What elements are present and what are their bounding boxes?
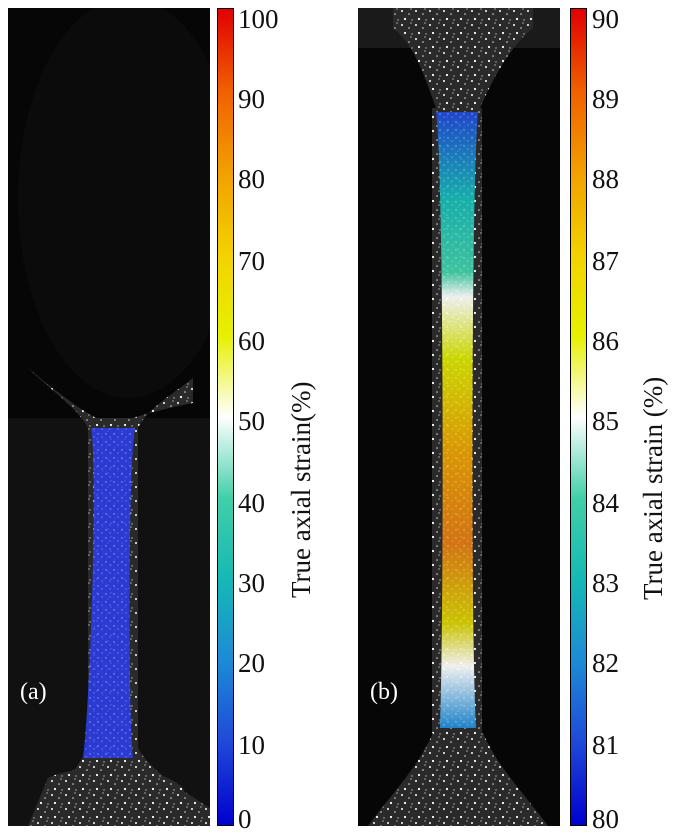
colorbar-b <box>570 8 587 826</box>
colorbar-a-tick-100: 100 <box>238 4 279 34</box>
colorbar-b-title: True axial strain (%) <box>638 376 668 600</box>
panel-label-a: (a) <box>20 679 47 705</box>
colorbar-a-tick-30: 30 <box>238 568 265 598</box>
colorbar-a-tick-0: 0 <box>238 804 252 834</box>
colorbar-a-tick-90: 90 <box>238 84 265 114</box>
colorbar-a <box>217 8 234 826</box>
colorbar-a-tick-20: 20 <box>238 648 265 678</box>
colorbar-a-tick-10: 10 <box>238 730 265 760</box>
colorbar-b-tick-84: 84 <box>592 488 619 518</box>
colorbar-a-tick-40: 40 <box>238 488 265 518</box>
specimen-photo-b: (b) <box>358 8 560 826</box>
colorbar-b-tick-89: 89 <box>592 84 619 114</box>
colorbar-b-tick-82: 82 <box>592 648 619 678</box>
panel-label-b: (b) <box>370 679 398 705</box>
colorbar-b-tick-81: 81 <box>592 730 619 760</box>
colorbar-a-title: True axial strain(%) <box>286 381 316 598</box>
specimen-photo-a: (a) <box>8 8 210 826</box>
colorbar-b-tick-86: 86 <box>592 326 619 356</box>
colorbar-a-tick-60: 60 <box>238 326 265 356</box>
colorbar-a-tick-80: 80 <box>238 164 265 194</box>
colorbar-b-tick-88: 88 <box>592 164 619 194</box>
colorbar-a-tick-50: 50 <box>238 406 265 436</box>
colorbar-b-tick-80: 80 <box>592 804 619 834</box>
colorbar-b-tick-83: 83 <box>592 568 619 598</box>
colorbar-a-tick-70: 70 <box>238 246 265 276</box>
colorbar-b-tick-87: 87 <box>592 246 619 276</box>
colorbar-b-tick-85: 85 <box>592 406 619 436</box>
colorbar-b-tick-90: 90 <box>592 4 619 34</box>
